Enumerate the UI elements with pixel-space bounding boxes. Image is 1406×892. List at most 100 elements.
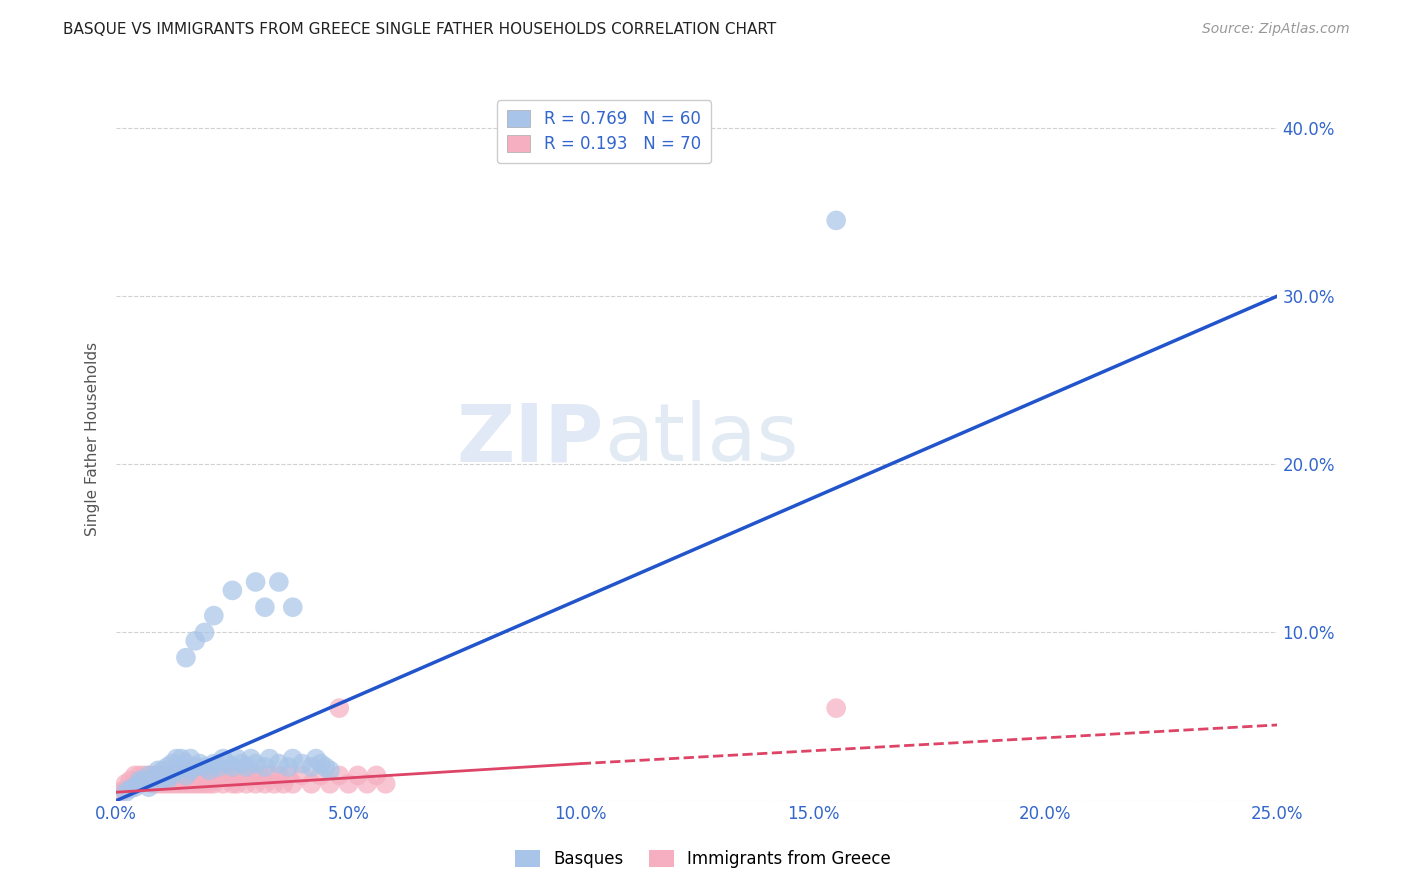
Point (142, 768, 165, 782)
Point (166, 777, 188, 791)
Point (146, 768, 169, 782)
Point (146, 777, 169, 791)
Point (366, 768, 388, 782)
Point (281, 751, 304, 765)
Point (193, 760, 215, 774)
Point (128, 777, 150, 791)
Point (160, 768, 183, 782)
Point (309, 756, 332, 771)
Point (239, 768, 262, 782)
Point (212, 751, 235, 765)
Point (239, 751, 262, 765)
Point (337, 777, 360, 791)
Point (291, 756, 314, 771)
Point (299, 777, 322, 791)
Point (170, 760, 193, 774)
Point (134, 768, 156, 782)
Point (249, 768, 271, 782)
Point (124, 768, 146, 782)
Point (245, 777, 267, 791)
Point (124, 780, 146, 794)
Point (193, 768, 215, 782)
Point (198, 777, 221, 791)
Text: atlas: atlas (605, 400, 799, 478)
Point (166, 751, 188, 765)
Point (138, 768, 160, 782)
Point (328, 701, 350, 715)
Point (128, 768, 150, 782)
Point (281, 777, 304, 791)
Point (277, 768, 299, 782)
Point (253, 777, 276, 791)
Point (170, 777, 193, 791)
Point (120, 773, 142, 788)
Point (267, 768, 290, 782)
Point (226, 777, 249, 791)
Point (202, 756, 225, 771)
Point (160, 756, 183, 771)
Point (184, 633, 207, 648)
Point (184, 760, 207, 774)
Point (134, 773, 156, 788)
Point (253, 600, 276, 615)
Point (138, 773, 160, 788)
Point (259, 768, 281, 782)
Point (267, 574, 290, 589)
Point (114, 777, 136, 791)
Point (235, 760, 257, 774)
Point (319, 777, 342, 791)
Point (305, 751, 328, 765)
Point (198, 768, 221, 782)
Point (221, 583, 243, 598)
Point (245, 574, 267, 589)
Point (156, 777, 179, 791)
Point (188, 777, 211, 791)
Point (193, 777, 215, 791)
Point (180, 764, 202, 778)
Point (146, 764, 169, 778)
Point (128, 773, 150, 788)
Point (212, 777, 235, 791)
Point (180, 751, 202, 765)
Point (124, 777, 146, 791)
Point (245, 756, 267, 771)
Point (198, 764, 221, 778)
Point (114, 785, 136, 799)
Point (277, 760, 299, 774)
Point (273, 777, 295, 791)
Point (346, 768, 368, 782)
Point (166, 764, 188, 778)
Y-axis label: Single Father Households: Single Father Households (86, 342, 100, 536)
Point (160, 768, 183, 782)
Point (146, 768, 169, 782)
Text: Source: ZipAtlas.com: Source: ZipAtlas.com (1202, 22, 1350, 37)
Point (142, 777, 165, 791)
Point (235, 777, 257, 791)
Point (202, 777, 225, 791)
Point (188, 768, 211, 782)
Point (110, 785, 132, 799)
Point (309, 768, 332, 782)
Point (152, 777, 174, 791)
Text: ZIP: ZIP (457, 400, 605, 478)
Point (267, 756, 290, 771)
Point (142, 772, 165, 786)
Legend: Basques, Immigrants from Greece: Basques, Immigrants from Greece (509, 843, 897, 875)
Point (226, 751, 249, 765)
Point (120, 780, 142, 794)
Point (193, 625, 215, 640)
Point (207, 768, 229, 782)
Point (184, 768, 207, 782)
Point (174, 756, 197, 771)
Point (217, 768, 239, 782)
Text: BASQUE VS IMMIGRANTS FROM GREECE SINGLE FATHER HOUSEHOLDS CORRELATION CHART: BASQUE VS IMMIGRANTS FROM GREECE SINGLE … (63, 22, 776, 37)
Point (328, 768, 350, 782)
Point (160, 777, 183, 791)
Point (138, 768, 160, 782)
Point (174, 650, 197, 665)
Point (184, 777, 207, 791)
Point (156, 768, 179, 782)
Point (259, 751, 281, 765)
Point (128, 777, 150, 791)
Point (202, 608, 225, 623)
